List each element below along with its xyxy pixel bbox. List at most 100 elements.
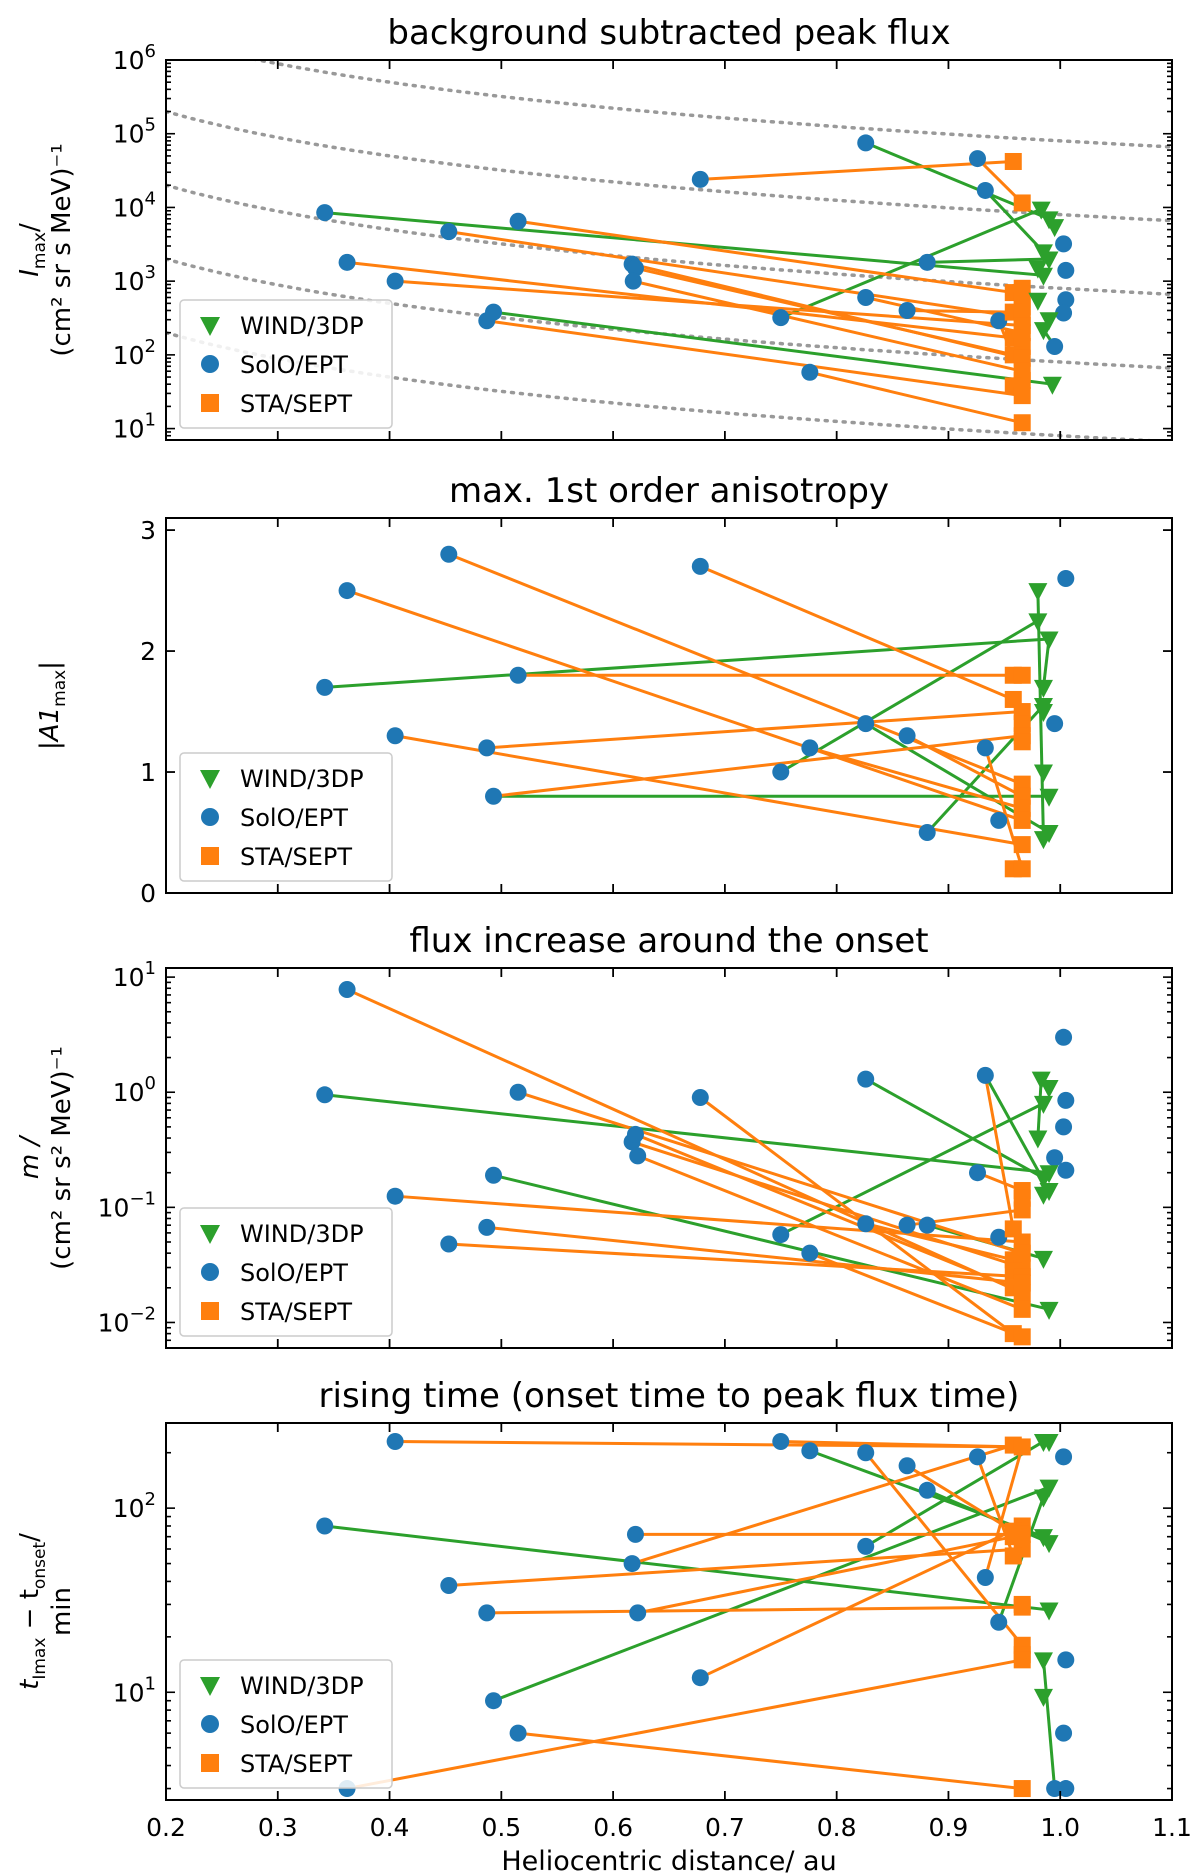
legend-label-sta-sept: STA/SEPT [240, 843, 352, 871]
connector-line-sta-sept [637, 1535, 1014, 1615]
data-point-solo-ept [509, 1724, 527, 1742]
y-tick-label: 2 [140, 637, 156, 666]
legend-label-wind-3dp: WIND/3DP [240, 1220, 364, 1248]
data-point-solo-ept [1057, 1651, 1075, 1669]
y-tick-label-base: 10 [113, 963, 145, 992]
data-point-sta-sept [1004, 152, 1022, 170]
data-point-solo-ept [918, 1216, 936, 1234]
data-point-wind-3dp [1039, 251, 1059, 270]
y-axis-label: tImax − tonset/ [15, 1533, 50, 1690]
plot-area [316, 545, 1075, 878]
connector-line-sta-sept [699, 1524, 1023, 1680]
connector-line-sta-sept [486, 710, 1023, 750]
y-tick-label-exponent: −1 [129, 1188, 156, 1209]
data-point-sta-sept [1013, 1300, 1031, 1318]
connector-line-sta-sept [906, 734, 1023, 798]
legend-marker-sta-sept [201, 1302, 219, 1320]
y-tick-label: 106 [113, 41, 156, 75]
data-point-sta-sept [1013, 387, 1031, 405]
legend-label-solo-ept: SolO/EPT [240, 1711, 348, 1739]
data-point-wind-3dp [1033, 1186, 1053, 1205]
connector-line-wind-3dp [1041, 1659, 1057, 1789]
legend-marker-sta-sept [201, 394, 219, 412]
plot-frame [165, 517, 1173, 894]
y-label-main: t [15, 1679, 45, 1690]
y-tick-label-base: 10 [113, 193, 145, 222]
connector-line-sta-sept [809, 1251, 1023, 1339]
data-point-solo-ept [1055, 1028, 1073, 1046]
data-point-solo-ept [1055, 1724, 1073, 1742]
data-point-sta-sept [1013, 1328, 1031, 1346]
data-point-solo-ept [624, 272, 642, 290]
y-tick-label: 101 [113, 1673, 156, 1707]
legend-label-sta-sept: STA/SEPT [240, 1298, 352, 1326]
data-point-solo-ept [898, 727, 916, 745]
data-point-wind-3dp [1033, 764, 1053, 783]
data-point-solo-ept [1046, 337, 1064, 355]
connector-line-sta-sept [634, 1133, 1014, 1290]
data-point-solo-ept [485, 1166, 503, 1184]
data-point-solo-ept [801, 1442, 819, 1460]
data-point-solo-ept [338, 582, 356, 600]
data-point-sta-sept [1013, 194, 1031, 212]
connector-line-wind-3dp [780, 619, 1039, 774]
connector-line-sta-sept [983, 1075, 1015, 1230]
data-point-wind-3dp [1039, 1434, 1059, 1453]
y-tick-label-base: 10 [113, 1494, 145, 1523]
legend-marker-solo-ept [201, 355, 219, 373]
connector-line-sta-sept [780, 1440, 1023, 1449]
connector-line-sta-sept [809, 370, 1023, 425]
data-point-solo-ept [990, 1613, 1008, 1631]
data-point-wind-3dp [1039, 1535, 1059, 1554]
connector-line-wind-3dp [493, 310, 1053, 386]
legend-box [179, 1659, 393, 1789]
data-point-wind-3dp [1033, 267, 1053, 286]
y-label-suffix: − t [15, 1589, 45, 1638]
y-label-subscript: Imax [30, 1638, 50, 1680]
y-tick-label-base: 10 [113, 120, 145, 149]
y-tick-label-base: 10 [113, 267, 145, 296]
data-point-solo-ept [338, 253, 356, 271]
connector-line-sta-sept [346, 589, 1023, 822]
y-tick-label-base: 10 [98, 1193, 130, 1222]
connector-line-wind-3dp [780, 207, 1042, 320]
y-tick-label-base: 10 [98, 1308, 130, 1337]
legend-label-solo-ept: SolO/EPT [240, 804, 348, 832]
data-point-wind-3dp [1039, 1479, 1059, 1498]
data-point-wind-3dp [1031, 201, 1051, 220]
data-point-solo-ept [1055, 1448, 1073, 1466]
data-point-sta-sept [1013, 811, 1031, 829]
data-point-wind-3dp [1042, 376, 1062, 395]
data-point-solo-ept [976, 739, 994, 757]
y-label-suffix: / [15, 1533, 45, 1542]
y-tick-label: 101 [113, 958, 156, 992]
data-point-solo-ept [857, 1444, 875, 1462]
data-point-solo-ept [898, 1216, 916, 1234]
data-point-solo-ept [626, 1525, 644, 1543]
data-point-sta-sept [1013, 414, 1031, 432]
y-tick-label: 104 [113, 188, 156, 222]
data-point-sta-sept [1013, 1438, 1031, 1456]
y-tick-label-exponent: 1 [145, 1673, 156, 1694]
data-point-wind-3dp [1033, 322, 1053, 341]
panel-title: rising time (onset time to peak flux tim… [319, 1376, 1020, 1416]
x-tick-label: 0.8 [817, 1813, 857, 1842]
data-point-solo-ept [691, 557, 709, 575]
legend-marker-wind-3dp [200, 317, 220, 336]
data-point-solo-ept [918, 1481, 936, 1499]
panel-title: max. 1st order anisotropy [449, 471, 889, 511]
data-point-solo-ept [509, 212, 527, 230]
y-label-suffix: | [35, 661, 65, 670]
connector-line-sta-sept [699, 565, 1014, 701]
data-point-wind-3dp [1039, 1079, 1059, 1098]
data-point-wind-3dp [1039, 631, 1059, 650]
connector-line-wind-3dp [324, 637, 1050, 689]
x-axis-label: Heliocentric distance/ au [501, 1846, 836, 1876]
y-tick-label: 10−1 [98, 1188, 156, 1222]
legend-label-solo-ept: SolO/EPT [240, 1259, 348, 1287]
data-point-solo-ept [990, 811, 1008, 829]
y-tick-label-base: 1 [140, 758, 156, 787]
data-point-solo-ept [691, 1669, 709, 1687]
data-point-solo-ept [478, 1218, 496, 1236]
